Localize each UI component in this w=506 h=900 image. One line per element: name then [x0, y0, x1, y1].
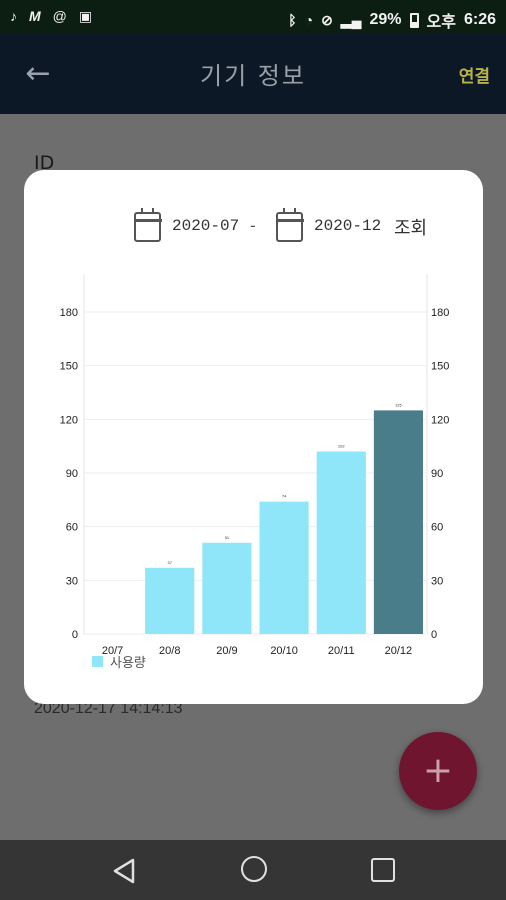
- bar: [373, 410, 423, 634]
- y-tick-label-left: 90: [66, 468, 78, 480]
- m-icon: M: [29, 8, 41, 24]
- at-icon: @: [52, 8, 67, 24]
- date-separator: -: [250, 216, 256, 235]
- id-label: ID: [34, 152, 55, 174]
- data-label: 74: [282, 494, 287, 499]
- x-tick-label: 20/12: [385, 645, 413, 657]
- music-note-icon: ♪: [10, 8, 17, 24]
- status-left-icons: ♪ M @ ▣: [10, 8, 92, 24]
- connect-button[interactable]: 연결: [458, 67, 490, 87]
- y-tick-label-left: 150: [60, 361, 78, 373]
- bar: [202, 542, 252, 634]
- wifi-icon: ◔: [304, 12, 314, 28]
- status-bar: ♪ M @ ▣ ᛒ ◔ ⊘ ▂▄ 29% 오후 6:26: [0, 0, 506, 34]
- y-tick-label-right: 150: [431, 361, 449, 373]
- signal-icon: ▂▄: [340, 12, 362, 28]
- data-label: 51: [225, 535, 230, 540]
- data-label: 37: [168, 560, 173, 565]
- page-title: 기기 정보: [200, 62, 306, 90]
- bar: [316, 451, 366, 634]
- nav-back-icon[interactable]: [112, 858, 136, 884]
- y-tick-label-left: 120: [60, 414, 78, 426]
- y-tick-label-left: 60: [66, 522, 78, 534]
- timestamp: 2020-12-17 14:14:13: [34, 700, 183, 717]
- y-tick-label-right: 30: [431, 575, 443, 587]
- x-tick-label: 20/11: [328, 645, 355, 657]
- y-tick-label-right: 0: [431, 629, 437, 641]
- x-tick-label: 20/9: [216, 645, 237, 657]
- data-label: 125: [395, 402, 402, 407]
- status-right-icons: ᛒ ◔ ⊘ ▂▄ 29% 오후 6:26: [288, 8, 496, 32]
- query-button[interactable]: 조회: [394, 218, 428, 239]
- battery-icon: [409, 12, 419, 28]
- y-tick-label-right: 90: [431, 468, 443, 480]
- nav-home-icon[interactable]: [241, 856, 267, 882]
- y-tick-label-right: 180: [431, 307, 449, 319]
- data-label: 102: [338, 444, 345, 449]
- arrow-left-icon[interactable]: ←: [25, 56, 51, 91]
- x-tick-label: 20/8: [159, 645, 180, 657]
- y-tick-label-right: 120: [431, 414, 449, 426]
- bluetooth-icon: ᛒ: [288, 12, 297, 28]
- y-tick-label-right: 60: [431, 522, 443, 534]
- start-date[interactable]: 2020-07: [172, 217, 240, 235]
- status-time: 6:26: [463, 11, 496, 28]
- usage-bar-chart: 0 0 30 30 60 60 90 90 120 120 150 150 180 180 20/7 37 20…: [60, 274, 449, 657]
- end-date[interactable]: 2020-12: [314, 217, 382, 235]
- app-bar: ← 기기 정보 연결: [0, 34, 506, 114]
- calendar-start-icon[interactable]: [133, 208, 162, 242]
- battery-percent: 29%: [369, 11, 402, 28]
- y-tick-label-left: 180: [60, 307, 78, 319]
- bar: [145, 567, 195, 634]
- nav-recent-icon[interactable]: [371, 858, 395, 882]
- plus-icon: +: [422, 750, 454, 791]
- x-tick-label: 20/10: [270, 645, 298, 657]
- y-tick-label-left: 0: [72, 629, 78, 641]
- x-tick-label: 20/7: [102, 645, 123, 657]
- calendar-end-icon[interactable]: [275, 208, 304, 242]
- nav-bar: [0, 840, 506, 900]
- y-tick-label-left: 30: [66, 575, 78, 587]
- bar: [259, 501, 309, 634]
- image-icon: ▣: [78, 8, 93, 24]
- status-ampm: 오후: [426, 14, 456, 31]
- legend-label: 사용량: [110, 656, 146, 671]
- usage-chart-dialog: 2020-07 - 2020-12 조회 0 0 30 30 60 60 90 90 120 12…: [24, 170, 483, 704]
- mute-icon: ⊘: [321, 12, 333, 28]
- add-button[interactable]: +: [399, 732, 477, 810]
- date-range-row: 2020-07 - 2020-12 조회: [24, 208, 483, 246]
- legend-swatch: [92, 656, 103, 667]
